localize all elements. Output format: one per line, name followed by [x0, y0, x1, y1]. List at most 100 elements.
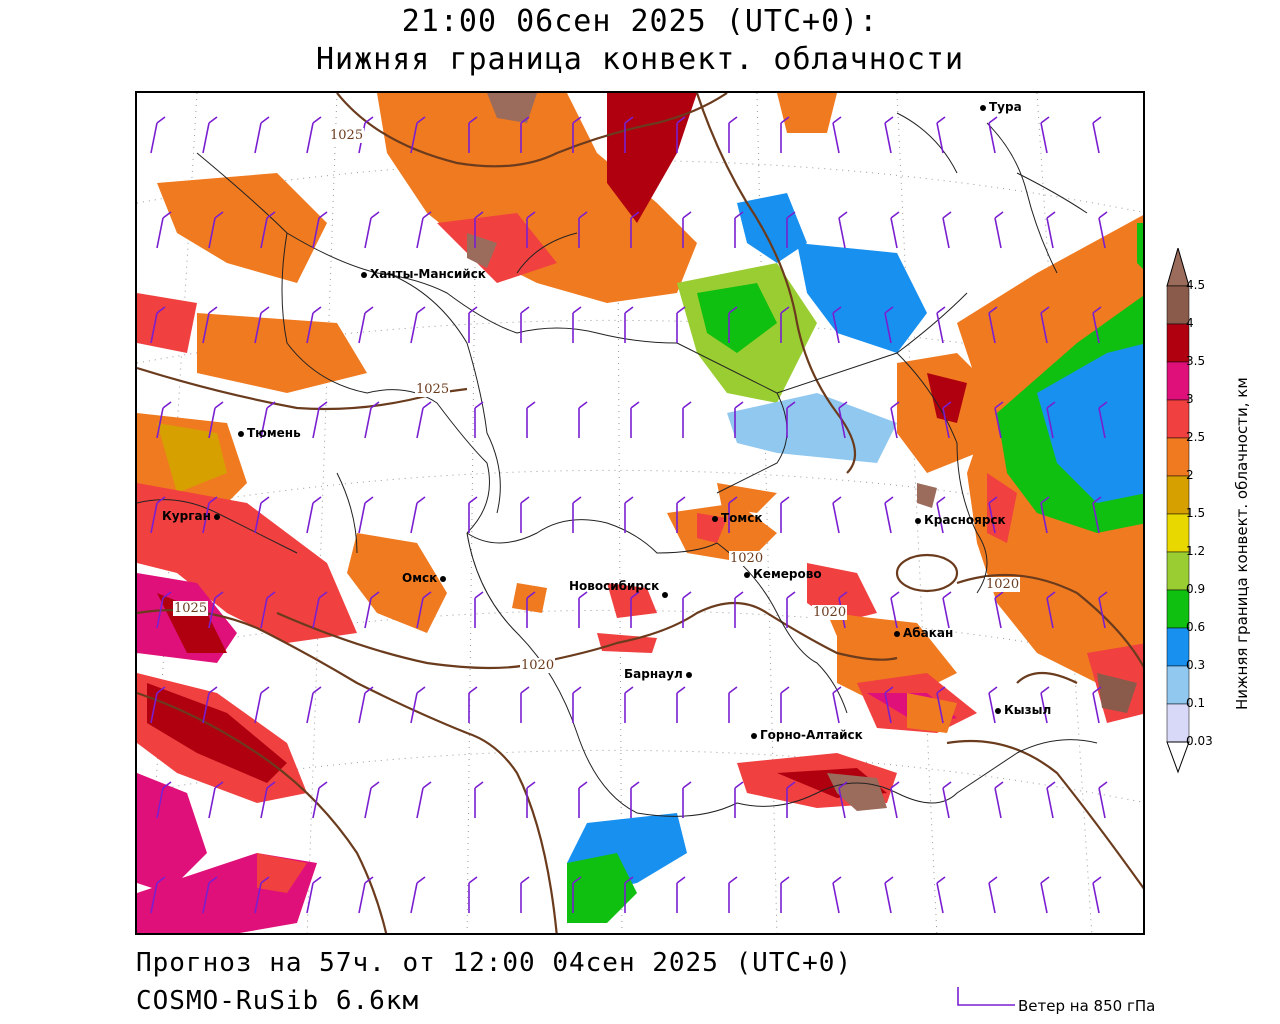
wind-barb [682, 591, 692, 628]
wind-barb [572, 306, 582, 343]
wind-barb [728, 496, 738, 533]
wind-barb [468, 876, 478, 913]
wind-barb [572, 496, 582, 533]
wind-barb [780, 876, 790, 913]
colorbar-tick-label: 0.03 [1186, 734, 1213, 748]
wind-barb [526, 781, 536, 818]
wind-barb [832, 496, 842, 534]
wind-barb [884, 306, 894, 344]
isobar-label: 1020 [985, 577, 1021, 592]
wind-barb [838, 211, 848, 249]
city-tyumen: Тюмень [238, 426, 301, 440]
city-abakan: Абакан [894, 626, 953, 640]
wind-barb [994, 591, 1004, 629]
wind-barb [786, 781, 796, 818]
wind-barb [572, 686, 582, 723]
wind-barb [890, 591, 900, 629]
isobar-label: 1020 [520, 658, 556, 673]
wind-barb [468, 116, 478, 153]
wind-barb [832, 306, 842, 344]
wind-barb [202, 306, 218, 344]
wind-barb [884, 496, 894, 534]
wind-barb [786, 401, 796, 438]
wind-barb [410, 116, 426, 154]
wind-barb [890, 211, 900, 249]
wind-barb [728, 306, 738, 343]
wind-barb [624, 116, 634, 153]
wind-barb [474, 401, 484, 438]
wind-barb [306, 876, 322, 914]
wind-barbs [150, 116, 1108, 914]
wind-barb [156, 401, 172, 439]
city-khanty-mansiysk: Ханты-Мансийск [361, 267, 486, 281]
wind-barb [682, 211, 692, 248]
wind-barb [1098, 211, 1108, 249]
wind-barb [1046, 401, 1056, 439]
wind-barb [988, 876, 998, 914]
wind-barb [364, 781, 380, 819]
wind-barb [156, 781, 172, 819]
wind-barb [306, 306, 322, 344]
wind-barb [728, 876, 738, 913]
wind-barb [994, 781, 1004, 819]
wind-barb [676, 116, 686, 153]
wind-barb [358, 686, 374, 724]
wind-barb [468, 306, 478, 343]
wind-barb [520, 116, 530, 153]
wind-barb [474, 591, 484, 628]
colorbar [1166, 248, 1190, 774]
wind-barb [884, 686, 894, 724]
wind-barb [358, 876, 374, 914]
wind-barb [734, 401, 744, 438]
city-omsk: Омск [402, 571, 449, 585]
city-kemerovo: Кемерово [744, 567, 822, 581]
wind-barb [728, 686, 738, 723]
wind-barb [150, 686, 166, 724]
wind-barb [520, 876, 530, 913]
wind-barb [364, 401, 380, 439]
colorbar-tick-label: 4.5 [1186, 278, 1206, 292]
wind-barb [306, 116, 322, 154]
wind-barb [936, 686, 946, 724]
wind-barb [884, 876, 894, 914]
colorbar-tick-label: 0.6 [1186, 620, 1206, 634]
wind-barb [1092, 876, 1102, 914]
wind-barb [942, 401, 952, 439]
wind-barb [208, 781, 224, 819]
colorbar-min-arrow [1166, 741, 1190, 774]
wind-barb [1092, 686, 1102, 724]
isobar-label: 1025 [173, 601, 209, 616]
wind-barb [410, 876, 426, 914]
wind-barb [526, 211, 536, 248]
wind-barb [728, 116, 738, 153]
wind-barb [156, 211, 172, 249]
wind-barb [410, 686, 426, 724]
wind-barb [578, 401, 588, 438]
wind-barb [1098, 401, 1108, 439]
wind-barb [936, 116, 946, 154]
wind-barb [676, 496, 686, 533]
wind-barb [890, 401, 900, 439]
wind-barb [988, 686, 998, 724]
colorbar-tick-label: 0.1 [1186, 696, 1206, 710]
city-kyzyl: Кызыл [995, 703, 1051, 717]
wind-barb [936, 496, 946, 534]
wind-barb [150, 116, 166, 154]
wind-barb [786, 591, 796, 628]
wind-barb [994, 401, 1004, 439]
wind-barb [364, 211, 380, 249]
wind-barb [150, 496, 166, 534]
wind-barb [150, 876, 166, 914]
wind-barb [526, 401, 536, 438]
wind-barb [260, 781, 276, 819]
colorbar-tick-label: 0.9 [1186, 582, 1206, 596]
wind-barb [734, 591, 744, 628]
wind-barb [1040, 306, 1050, 344]
wind-barb [520, 686, 530, 723]
wind-barb [734, 781, 744, 818]
map-title-parameter: Нижняя граница конвект. облачности [315, 42, 965, 77]
colorbar-tick-label: 2.5 [1186, 430, 1206, 444]
forecast-info: Прогноз на 57ч. от 12:00 04сен 2025 (UTC… [136, 948, 853, 978]
wind-barb [468, 496, 478, 533]
wind-barb [624, 876, 634, 913]
